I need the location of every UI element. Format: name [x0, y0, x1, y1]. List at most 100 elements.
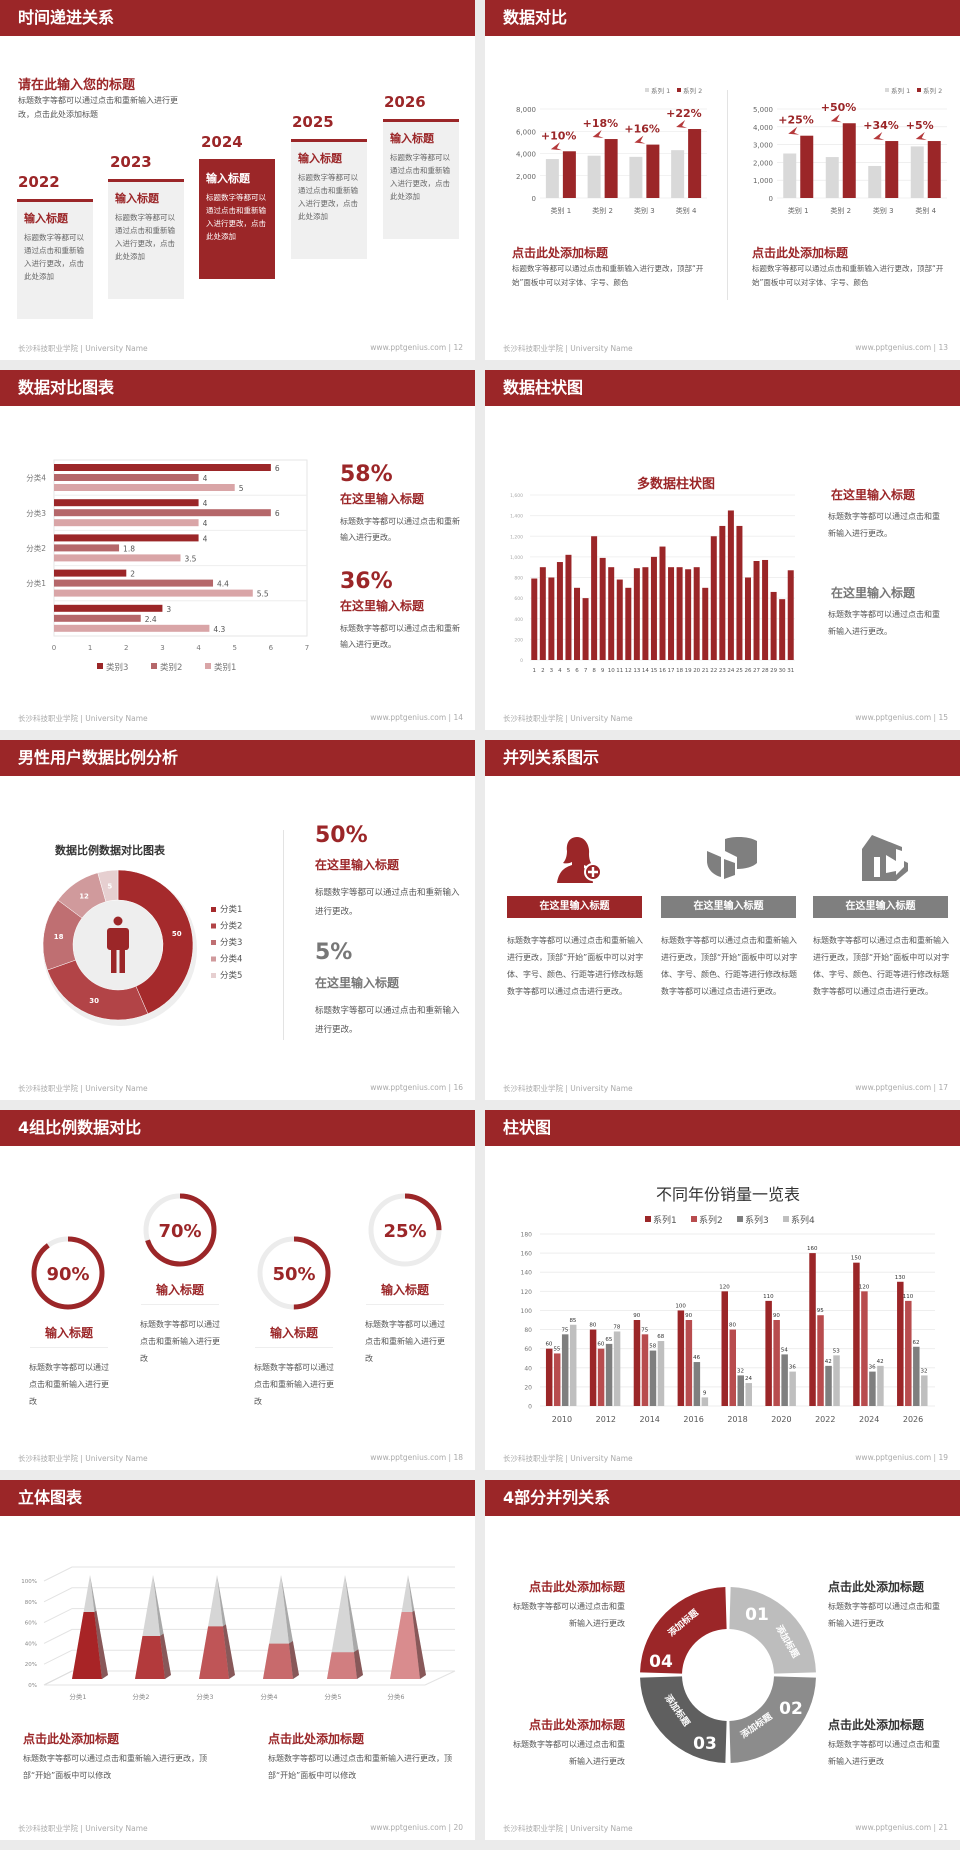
- data-label: 4: [203, 474, 208, 483]
- item-body: 标题数字等都可以通过点击和重新输入进行更改: [140, 1320, 220, 1363]
- x-tick-label: 3: [160, 644, 164, 652]
- data-label: 1.8: [123, 544, 135, 553]
- x-tick-label: 17: [668, 668, 675, 674]
- item-title-bar[interactable]: 在这里输入标题: [813, 896, 948, 918]
- y-tick-label: 120: [521, 1289, 533, 1296]
- y-tick-label: 180: [521, 1232, 533, 1239]
- bar: [770, 591, 777, 660]
- data-label: 78: [613, 1324, 620, 1330]
- block-body: 标题数字等都可以通过点击和重新输入进行更改: [513, 1602, 625, 1628]
- bar: [685, 569, 692, 660]
- footer-site: www.pptgenius.com | 13: [855, 343, 948, 352]
- person-leg: [111, 945, 117, 973]
- legend-swatch: [211, 940, 216, 945]
- bar: [54, 464, 271, 471]
- bar: [825, 1365, 832, 1406]
- x-tick-label: 类别 4: [915, 206, 936, 215]
- data-label: 4.3: [213, 625, 225, 634]
- y-tick-label: 4,000: [516, 151, 536, 159]
- footer-school: 长沙科技职业学院 | University Name: [503, 1454, 633, 1463]
- footer-site: www.pptgenius.com | 20: [370, 1823, 463, 1832]
- block-body: 标题数字等都可以通过点击和重新输入进行更改。: [828, 512, 940, 538]
- block-heading: 点击此处添加标题: [528, 1580, 625, 1594]
- data-label: 30: [89, 997, 99, 1005]
- x-tick-label: 21: [702, 668, 709, 674]
- data-label: 24: [745, 1376, 752, 1382]
- data-label: 54: [781, 1347, 788, 1353]
- item-title-bar[interactable]: 在这里输入标题: [661, 896, 796, 918]
- bar: [702, 587, 709, 660]
- y-tick-label: 1,400: [510, 514, 523, 520]
- x-tick-label: 7: [584, 668, 588, 674]
- bar: [719, 525, 726, 660]
- legend-swatch: [211, 973, 216, 978]
- page-number: | 13: [933, 343, 948, 352]
- bar: [605, 1343, 613, 1406]
- timeline-card[interactable]: 输入标题 标题数字等都可以通过点击和重新输入进行更改，点击此处添加: [291, 139, 367, 259]
- timeline-card[interactable]: 输入标题 标题数字等都可以通过点击和重新输入进行更改，点击此处添加: [17, 199, 93, 319]
- data-label: 3.5: [185, 554, 197, 563]
- horizontal-bar-chart: 0 1 2 3 4 5 6 7 3 2.4 4.3 分类1 2 4.4 5.5 分类2 4 1.8 3.5 分类3 4 6…: [26, 459, 309, 673]
- data-label: 42: [877, 1359, 884, 1365]
- pyramid-value: [390, 1612, 420, 1679]
- bar: [693, 567, 700, 660]
- data-label: 32: [737, 1368, 744, 1374]
- bar: [531, 578, 538, 660]
- legend-swatch: [677, 88, 681, 92]
- multi-bar-chart: 多数据柱状图 0 200 400 600 800 1,000 1,200 1,400 1,600 1…: [510, 476, 795, 674]
- bar: [650, 556, 657, 660]
- slide-title: 4组比例数据对比: [0, 1110, 475, 1146]
- bar: [539, 567, 546, 660]
- y-tick-label: 2,000: [753, 159, 773, 167]
- x-tick-label: 25: [736, 668, 743, 674]
- footer-school: 长沙科技职业学院 | University Name: [18, 344, 148, 353]
- bar: [809, 1253, 816, 1406]
- timeline-card-active[interactable]: 输入标题 标题数字等都可以通过点击和重新输入进行更改，点击此处添加: [199, 159, 275, 279]
- year-label: 2024: [201, 133, 243, 151]
- y-tick-label: 40%: [25, 1641, 37, 1647]
- x-tick-label: 2024: [859, 1415, 879, 1424]
- bar: [897, 1281, 904, 1406]
- card-body: 标题数字等都可以通过点击和重新输入进行更改，点击此处添加: [298, 173, 358, 221]
- data-label: 3: [166, 605, 171, 614]
- legend-label: 分类2: [220, 921, 242, 932]
- legend-swatch: [691, 1216, 697, 1222]
- data-label: 90: [633, 1313, 640, 1319]
- bar: [649, 1350, 657, 1406]
- page-number: | 19: [933, 1453, 948, 1462]
- timeline-card[interactable]: 输入标题 标题数字等都可以通过点击和重新输入进行更改，点击此处添加: [108, 179, 184, 299]
- data-label: 62: [913, 1340, 920, 1346]
- timeline-card[interactable]: 输入标题 标题数字等都可以通过点击和重新输入进行更改，点击此处添加: [383, 119, 459, 239]
- x-tick-label: 分类2: [132, 1692, 149, 1701]
- card-body: 标题数字等都可以通过点击和重新输入进行更改，点击此处添加: [390, 153, 450, 201]
- percent-rings: 90% 70% 50% 25%: [31, 1193, 442, 1310]
- y-tick-label: 6,000: [516, 128, 536, 136]
- pyramid-value: [263, 1643, 293, 1679]
- bar: [921, 1375, 928, 1406]
- footer-site: www.pptgenius.com | 19: [855, 1453, 948, 1462]
- block-heading: 点击此处添加标题: [268, 1732, 365, 1746]
- y-tick-label: 140: [521, 1270, 533, 1277]
- data-label: 60: [597, 1342, 604, 1348]
- x-tick-label: 10: [608, 668, 615, 674]
- x-tick-label: 14: [642, 668, 649, 674]
- bar: [657, 1341, 665, 1406]
- y-tick-label: 1,600: [510, 493, 523, 499]
- legend-label: 分类4: [220, 954, 242, 965]
- y-tick-label: 200: [514, 637, 523, 643]
- ring-segment: [729, 1587, 816, 1674]
- bar: [877, 1365, 884, 1406]
- block-body: 标题数字等都可以通过点击和重新输入进行更改: [828, 1602, 940, 1628]
- growth-arrow-icon: [634, 135, 646, 144]
- card-heading: 输入标题: [206, 172, 250, 185]
- bar: [54, 614, 141, 622]
- legend-label: 系列4: [791, 1214, 815, 1226]
- x-tick-label: 5: [567, 668, 571, 674]
- female-user-add-icon: [557, 837, 602, 883]
- item-title-bar[interactable]: 在这里输入标题: [507, 896, 642, 918]
- slide-title: 4部分并列关系: [485, 1480, 960, 1516]
- y-tick-label: 1,000: [753, 177, 773, 185]
- growth-label: +5%: [906, 119, 934, 132]
- x-tick-label: 3: [550, 668, 554, 674]
- growth-label: +16%: [624, 123, 660, 136]
